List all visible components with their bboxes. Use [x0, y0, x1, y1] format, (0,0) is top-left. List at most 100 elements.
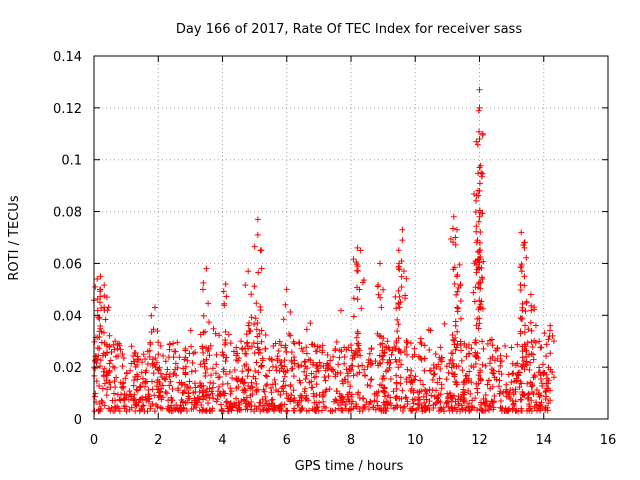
data-point: [454, 273, 460, 279]
data-point: [480, 171, 486, 177]
data-point: [367, 383, 373, 389]
data-point: [307, 320, 313, 326]
data-points: [91, 87, 557, 415]
data-point: [95, 308, 101, 314]
data-point: [103, 317, 109, 323]
data-point: [336, 355, 342, 361]
data-point: [451, 338, 457, 344]
data-point: [152, 305, 158, 311]
data-point: [453, 318, 459, 324]
data-point: [279, 385, 285, 391]
x-tick-label: 14: [535, 433, 552, 448]
data-point: [411, 346, 417, 352]
data-point: [528, 292, 534, 298]
data-point: [517, 282, 523, 288]
data-point: [472, 298, 478, 304]
data-point: [223, 329, 229, 335]
data-point: [518, 264, 524, 270]
data-point: [533, 323, 539, 329]
data-point: [205, 300, 211, 306]
data-point: [170, 340, 176, 346]
data-point: [547, 350, 553, 356]
data-point: [500, 390, 506, 396]
data-point: [188, 328, 194, 334]
data-point: [163, 389, 169, 395]
x-tick-label: 6: [283, 433, 291, 448]
data-point: [210, 365, 216, 371]
data-point: [258, 307, 264, 313]
data-point: [276, 348, 282, 354]
data-point: [218, 402, 224, 408]
data-point: [442, 321, 448, 327]
data-point: [430, 377, 436, 383]
x-axis-label: GPS time / hours: [295, 459, 404, 474]
data-point: [206, 319, 212, 325]
data-point: [106, 304, 112, 310]
data-point: [506, 372, 512, 378]
data-point: [190, 360, 196, 366]
data-point: [255, 216, 261, 222]
data-point: [92, 339, 98, 345]
data-point: [459, 358, 465, 364]
data-point: [458, 316, 464, 322]
data-point: [263, 398, 269, 404]
data-point: [397, 381, 403, 387]
data-point: [120, 385, 126, 391]
data-point: [522, 308, 528, 314]
data-point: [255, 270, 261, 276]
data-point: [263, 373, 269, 379]
data-point: [399, 237, 405, 243]
data-point: [239, 368, 245, 374]
data-point: [479, 274, 485, 280]
data-point: [228, 340, 234, 346]
data-point: [474, 386, 480, 392]
data-point: [355, 329, 361, 335]
data-point: [377, 260, 383, 266]
data-point: [375, 282, 381, 288]
x-tick-label: 10: [407, 433, 424, 448]
data-point: [437, 344, 443, 350]
data-point: [496, 383, 502, 389]
data-point: [168, 379, 174, 385]
data-point: [478, 210, 484, 216]
data-point: [521, 245, 527, 251]
data-point: [332, 407, 338, 413]
data-point: [382, 393, 388, 399]
data-point: [518, 315, 524, 321]
data-point: [242, 282, 248, 288]
data-point: [518, 397, 524, 403]
chart-title: Day 166 of 2017, Rate Of TEC Index for r…: [176, 22, 522, 37]
data-point: [148, 313, 154, 319]
data-point: [330, 354, 336, 360]
data-point: [200, 280, 206, 286]
data-point: [479, 174, 485, 180]
data-point: [519, 316, 525, 322]
y-tick-label: 0: [74, 413, 82, 428]
data-point: [475, 142, 481, 148]
data-point: [367, 351, 373, 357]
data-point: [342, 354, 348, 360]
data-point: [368, 377, 374, 383]
roti-scatter-chart: 0 2 4 6 8 10 12 14 1600.020.040.060.080.10.120.1…: [0, 0, 640, 480]
data-point: [378, 304, 384, 310]
data-point: [207, 380, 213, 386]
data-point: [433, 351, 439, 357]
data-point: [477, 214, 483, 220]
data-point: [454, 305, 460, 311]
data-point: [259, 266, 265, 272]
data-point: [239, 346, 245, 352]
data-point: [393, 395, 399, 401]
data-point: [251, 283, 257, 289]
data-point: [394, 380, 400, 386]
data-point: [530, 344, 536, 350]
data-point: [508, 345, 514, 351]
data-point: [528, 320, 534, 326]
data-point: [422, 356, 428, 362]
data-point: [397, 305, 403, 311]
data-point: [477, 105, 483, 111]
data-point: [119, 384, 125, 390]
data-point: [451, 214, 457, 220]
data-point: [255, 232, 261, 238]
data-point: [323, 387, 329, 393]
data-point: [217, 374, 223, 380]
